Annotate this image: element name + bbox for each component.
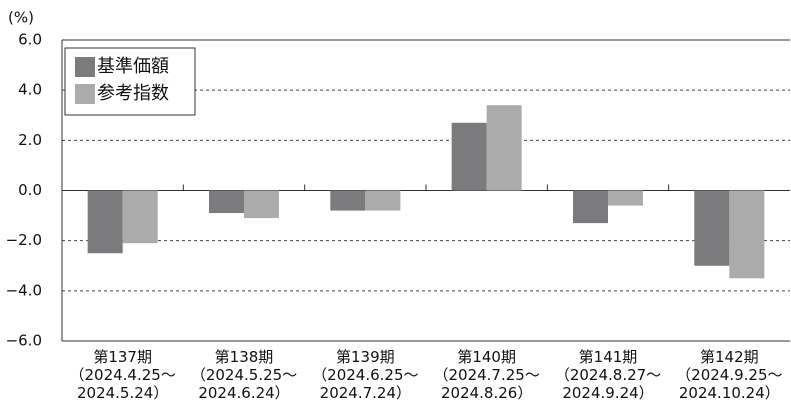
legend-label: 参考指数 xyxy=(97,83,169,104)
bar xyxy=(608,190,643,206)
y-tick-label: 2.0 xyxy=(18,131,42,149)
y-tick-label: 6.0 xyxy=(18,31,42,49)
bar xyxy=(451,122,487,191)
bar xyxy=(573,190,608,224)
x-tick-label: 第139期（2024.6.25～ 2024.7.24） xyxy=(312,348,418,402)
bar xyxy=(486,105,522,191)
y-tick-label: −6.0 xyxy=(6,332,42,350)
legend-swatch xyxy=(75,57,95,77)
x-tick-label: 第142期（2024.9.25～ 2024.10.24） xyxy=(676,348,782,402)
x-tick-label: 第141期（2024.8.27～ 2024.9.24） xyxy=(555,348,661,402)
legend-label: 基準価額 xyxy=(97,56,169,77)
bar xyxy=(729,190,765,279)
x-tick-label: 第137期（2024.4.25～ 2024.5.24） xyxy=(69,348,175,402)
bar xyxy=(209,190,244,214)
x-tick-label: 第140期（2024.7.25～ 2024.8.26） xyxy=(433,348,539,402)
legend-swatch xyxy=(75,84,95,104)
bar xyxy=(694,190,730,266)
bar xyxy=(330,190,366,211)
x-tick-label: 第138期（2024.5.25～ 2024.6.24） xyxy=(191,348,297,402)
bar xyxy=(244,190,279,219)
y-tick-label: 4.0 xyxy=(18,81,42,99)
y-tick-label: 0.0 xyxy=(18,181,42,199)
y-tick-label: −2.0 xyxy=(6,231,42,249)
y-tick-label: −4.0 xyxy=(6,281,42,299)
bar xyxy=(365,190,401,211)
y-axis-label: (%) xyxy=(8,9,34,27)
bar xyxy=(87,190,123,254)
bar xyxy=(122,190,158,244)
